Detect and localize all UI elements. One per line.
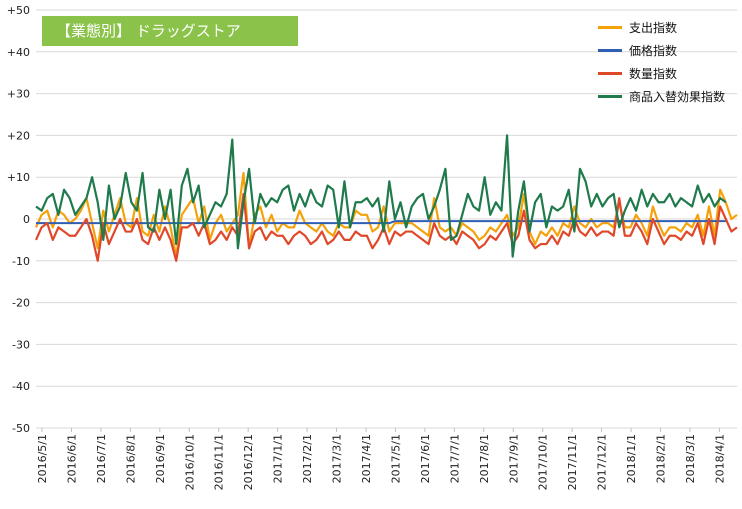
x-tick-label: 2016/10/1 [183, 434, 196, 490]
legend-item: 支出指数 [598, 16, 725, 39]
x-tick-label: 2016/5/1 [36, 434, 49, 483]
legend-label: 数量指数 [629, 67, 678, 81]
x-tick-label: 2016/12/1 [242, 434, 255, 490]
x-tick-label: 2018/1/1 [625, 434, 638, 483]
chart-series-lines [34, 134, 738, 262]
series-line-2 [36, 220, 726, 225]
y-tick-label: +40 [7, 46, 30, 59]
legend-swatch [598, 72, 622, 75]
legend-item: 価格指数 [598, 39, 725, 62]
y-tick-label: +20 [7, 129, 30, 142]
series-line-4 [35, 134, 727, 258]
y-tick-label: +10 [7, 171, 30, 184]
x-tick-label: 2017/1/1 [272, 434, 285, 483]
y-tick-label: -30 [12, 338, 30, 351]
legend-label: 商品入替効果指数 [629, 90, 726, 104]
x-tick-label: 2017/4/1 [360, 434, 373, 483]
x-tick-label: 2016/7/1 [95, 434, 108, 483]
x-tick-label: 2017/6/1 [419, 434, 432, 483]
x-tick-label: 2018/3/1 [684, 434, 697, 483]
legend-label: 支出指数 [629, 21, 678, 35]
y-tick-label: 0 [23, 213, 30, 226]
x-tick-label: 2018/2/1 [655, 434, 668, 483]
x-tick-label: 2016/9/1 [154, 434, 167, 483]
x-tick-label: 2016/11/1 [213, 434, 226, 490]
chart-title: 【業態別】 ドラッグストア [42, 16, 298, 46]
legend-swatch [598, 49, 622, 52]
x-tick-label: 2016/8/1 [124, 434, 137, 483]
y-tick-label: +30 [7, 88, 30, 101]
x-tick-label: 2017/12/1 [596, 434, 609, 490]
y-tick-label: -40 [12, 380, 30, 393]
y-axis-tick-labels: +50 +40 +30 +20 +10 0 -10 -20 -30 -40 -50 [7, 4, 30, 435]
x-tick-label: 2017/8/1 [478, 434, 491, 483]
x-tick-label: 2017/9/1 [507, 434, 520, 483]
legend-swatch [598, 26, 622, 29]
x-tick-label: 2018/4/1 [713, 434, 726, 483]
x-axis-tick-labels: 2016/5/1 2016/6/1 2016/7/1 2016/8/1 2016/9/1… [36, 428, 726, 490]
y-tick-label: +50 [7, 4, 30, 17]
legend-item: 数量指数 [598, 62, 725, 85]
x-tick-label: 2017/5/1 [389, 434, 402, 483]
x-tick-label: 2017/7/1 [448, 434, 461, 483]
chart-legend: 支出指数価格指数数量指数商品入替効果指数 [598, 16, 725, 108]
legend-swatch [598, 95, 622, 98]
y-tick-label: -50 [12, 422, 30, 435]
y-tick-label: -20 [12, 297, 30, 310]
legend-label: 価格指数 [629, 44, 678, 58]
x-tick-label: 2017/11/1 [566, 434, 579, 490]
x-tick-label: 2017/10/1 [537, 434, 550, 490]
y-tick-label: -10 [12, 255, 30, 268]
x-tick-label: 2017/2/1 [301, 434, 314, 483]
legend-item: 商品入替効果指数 [598, 85, 725, 108]
x-tick-label: 2017/3/1 [331, 434, 344, 483]
x-tick-label: 2016/6/1 [65, 434, 78, 483]
